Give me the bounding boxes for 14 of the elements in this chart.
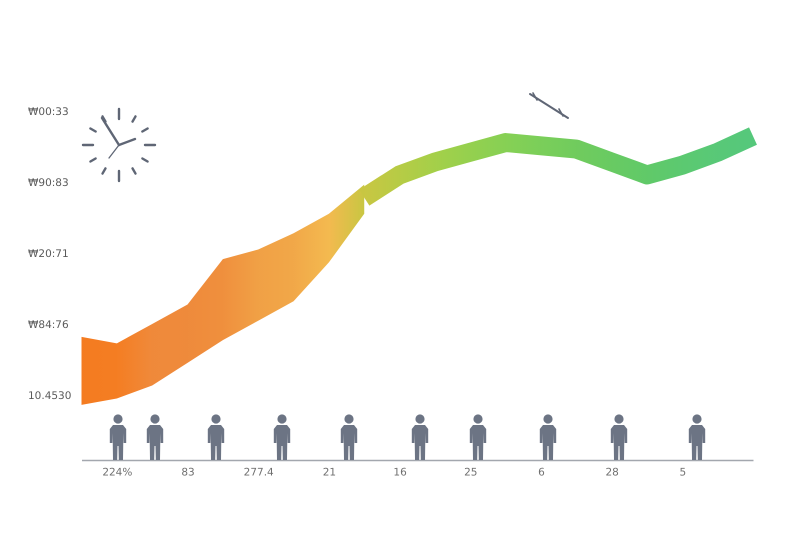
text: ₩90:83 — [28, 177, 69, 189]
x-tick-label: 5 — [679, 466, 686, 478]
text: ₩20:71 — [28, 248, 69, 260]
text: ₩00:33 — [28, 106, 69, 118]
x-tick-label: 224% — [102, 466, 132, 478]
text: ₩84:76 — [28, 319, 69, 331]
x-tick-label: 6 — [538, 466, 546, 478]
x-tick-label: 277.4 — [244, 466, 274, 478]
x-tick-label: 21 — [322, 466, 336, 478]
x-tick-label: 16 — [393, 466, 408, 478]
text: 10.4530 — [28, 390, 72, 402]
x-tick-label: 83 — [181, 466, 195, 478]
x-tick-label: 28 — [605, 466, 619, 478]
x-tick-label: 25 — [464, 466, 478, 478]
